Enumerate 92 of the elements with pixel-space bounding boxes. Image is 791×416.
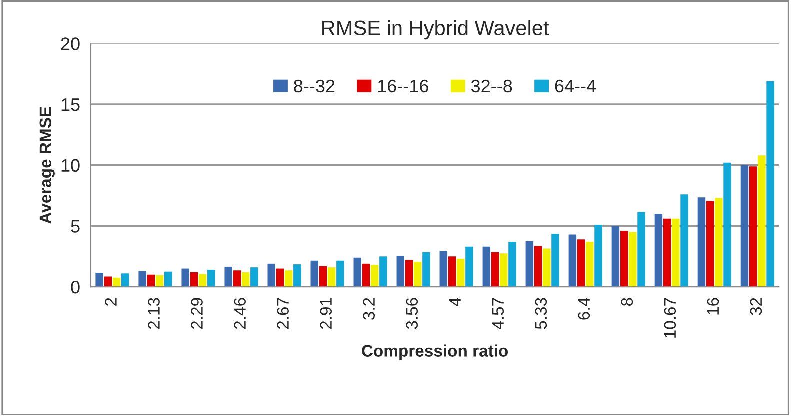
- x-axis-title: Compression ratio: [362, 344, 508, 360]
- y-axis-title: Average RMSE: [40, 107, 55, 224]
- bar: [448, 256, 456, 288]
- bar: [112, 278, 121, 288]
- bar: [749, 166, 758, 288]
- bar: [233, 270, 242, 288]
- x-tick-label: 4: [449, 298, 461, 306]
- x-tick-label: 16: [707, 298, 720, 315]
- y-tick-label: 10: [62, 159, 80, 172]
- bar: [612, 226, 620, 288]
- legend-label: 8--32: [294, 80, 335, 93]
- bar: [268, 264, 276, 288]
- bar: [362, 264, 370, 288]
- bar: [508, 242, 516, 288]
- bar: [336, 260, 344, 288]
- bar: [405, 260, 414, 288]
- x-tick-label: 3.56: [406, 298, 418, 330]
- x-tick-label: 6.4: [578, 298, 590, 320]
- x-tick-label: 4.57: [492, 298, 504, 330]
- legend-label: 32--8: [471, 80, 512, 93]
- legend-label: 16--16: [378, 80, 428, 93]
- bar: [380, 256, 388, 288]
- bar: [456, 259, 465, 288]
- y-tick-label: 5: [71, 220, 80, 233]
- x-tick-label: 2.13: [148, 298, 160, 330]
- bar: [534, 246, 542, 288]
- bar: [224, 266, 232, 288]
- x-tick-label: 3.2: [363, 298, 376, 320]
- bar: [663, 218, 672, 288]
- bar: [698, 198, 706, 288]
- x-tick-label: 2: [105, 298, 117, 306]
- bar: [500, 254, 508, 288]
- y-tick-label: 0: [71, 280, 80, 294]
- bar: [294, 264, 302, 288]
- bar: [122, 274, 130, 288]
- x-tick-label: 2.91: [320, 298, 332, 330]
- bar: [96, 273, 104, 288]
- bar: [198, 274, 207, 288]
- bar: [190, 272, 198, 288]
- bar: [284, 270, 293, 288]
- bar: [629, 232, 637, 288]
- bar: [586, 242, 594, 288]
- bar: [740, 165, 749, 288]
- bar: [440, 251, 448, 288]
- bar: [758, 156, 766, 288]
- bar: [276, 268, 284, 288]
- bar: [715, 198, 723, 288]
- bar: [354, 258, 362, 288]
- bar: [594, 224, 602, 288]
- bar: [396, 256, 405, 288]
- bar: [526, 241, 534, 288]
- chart-title: RMSE in Hybrid Wavelet: [322, 20, 550, 40]
- x-tick-label: 32: [750, 298, 762, 316]
- bar: [638, 212, 646, 288]
- x-tick-label: 2.29: [191, 298, 203, 330]
- x-tick-label: 10.67: [664, 298, 676, 338]
- x-tick-label: 2.67: [277, 298, 289, 330]
- bar: [706, 201, 714, 288]
- bar: [680, 194, 688, 288]
- bar: [620, 231, 628, 288]
- bar: [208, 270, 216, 288]
- bar: [672, 218, 680, 288]
- x-tick-label: 2.46: [234, 298, 246, 330]
- x-tick-label: 8: [621, 298, 634, 306]
- bar: [182, 268, 190, 288]
- bar: [568, 234, 577, 288]
- bar: [164, 272, 172, 288]
- bar: [654, 214, 663, 288]
- bar: [138, 271, 146, 288]
- x-tick-label: 5.33: [535, 298, 548, 330]
- bar: [310, 260, 318, 288]
- bar: [328, 268, 336, 288]
- legend-label: 64--4: [555, 80, 596, 93]
- bar: [466, 246, 474, 288]
- bar: [552, 234, 560, 288]
- bar: [482, 246, 491, 288]
- bar: [147, 274, 156, 288]
- bar: [370, 265, 379, 288]
- bar: [250, 268, 258, 288]
- bar: [766, 81, 774, 288]
- y-tick-label: 20: [61, 38, 80, 50]
- y-tick-label: 15: [62, 98, 80, 112]
- bar: [491, 252, 500, 288]
- bar: [242, 272, 250, 288]
- bar: [156, 275, 164, 288]
- bar: [319, 266, 328, 288]
- bar: [422, 252, 430, 288]
- bar: [577, 240, 586, 288]
- bar: [543, 248, 551, 288]
- bar: [104, 276, 112, 288]
- bar: [414, 262, 422, 288]
- bar: [724, 162, 732, 288]
